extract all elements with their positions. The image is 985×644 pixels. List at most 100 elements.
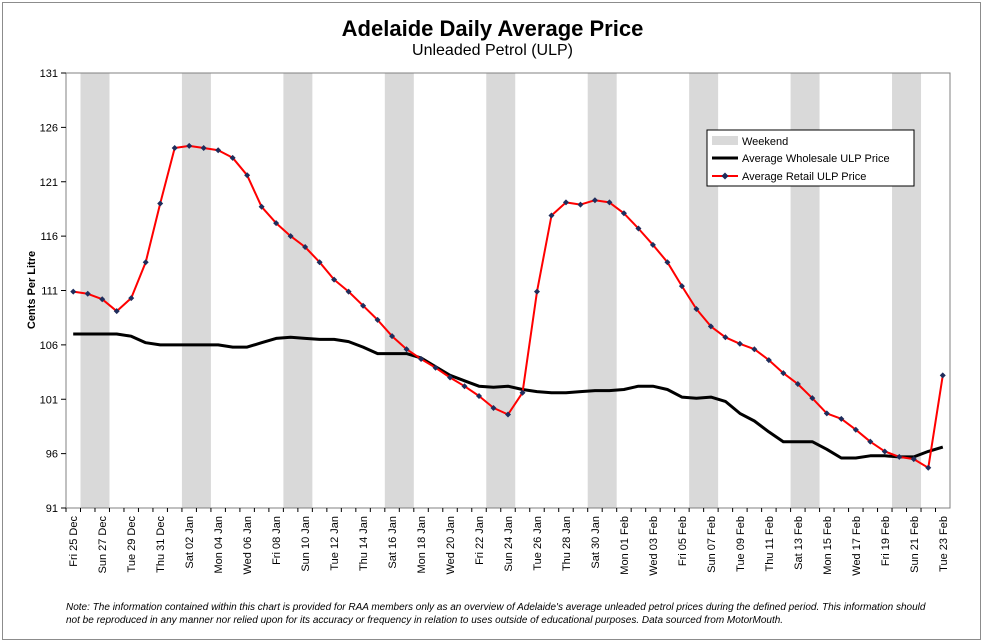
retail-point bbox=[229, 154, 236, 161]
x-tick-label: Sun 10 Jan bbox=[300, 516, 312, 572]
retail-point bbox=[113, 308, 120, 315]
x-tick-label: Sun 21 Feb bbox=[909, 516, 921, 573]
legend-wholesale-label: Average Wholesale ULP Price bbox=[742, 153, 890, 165]
y-tick-label: 96 bbox=[46, 449, 58, 461]
x-tick-label: Fri 08 Jan bbox=[271, 516, 283, 565]
retail-point bbox=[360, 302, 367, 309]
y-tick-label: 106 bbox=[40, 340, 58, 352]
retail-point bbox=[562, 199, 569, 206]
retail-point bbox=[316, 259, 323, 266]
retail-point bbox=[519, 389, 526, 396]
chart-subtitle: Unleaded Petrol (ULP) bbox=[412, 42, 573, 59]
x-tick-label: Thu 28 Jan bbox=[561, 516, 573, 571]
retail-point bbox=[403, 346, 410, 353]
legend: Weekend Average Wholesale ULP Price Aver… bbox=[706, 129, 915, 187]
retail-point bbox=[867, 438, 874, 445]
legend-retail-label: Average Retail ULP Price bbox=[742, 171, 866, 183]
retail-point bbox=[548, 212, 555, 219]
retail-point bbox=[273, 220, 280, 227]
retail-point bbox=[591, 197, 598, 204]
legend-weekend-label: Weekend bbox=[742, 136, 788, 148]
retail-point bbox=[707, 323, 714, 330]
x-tick-label: Sat 02 Jan bbox=[184, 516, 196, 569]
legend-weekend-swatch bbox=[712, 136, 738, 145]
retail-point bbox=[302, 244, 309, 250]
retail-point bbox=[925, 464, 932, 471]
x-tick-label: Mon 04 Jan bbox=[213, 516, 225, 573]
retail-point bbox=[910, 456, 917, 463]
retail-point bbox=[70, 288, 77, 295]
retail-point bbox=[780, 370, 787, 377]
retail-point bbox=[432, 364, 439, 371]
weekend-bands bbox=[80, 73, 922, 508]
retail-point bbox=[577, 201, 584, 208]
retail-point bbox=[84, 290, 91, 297]
x-tick-label: Fri 19 Feb bbox=[880, 516, 892, 566]
retail-point bbox=[142, 259, 149, 266]
retail-point bbox=[664, 259, 671, 266]
retail-point bbox=[99, 296, 106, 303]
retail-point bbox=[374, 316, 381, 323]
x-tick-label: Wed 06 Jan bbox=[242, 516, 254, 575]
retail-point bbox=[447, 374, 454, 381]
retail-point bbox=[215, 147, 222, 154]
retail-point bbox=[606, 199, 613, 206]
retail-point bbox=[331, 276, 338, 283]
x-tick-label: Thu 11 Feb bbox=[764, 516, 776, 571]
y-tick-label: 121 bbox=[40, 177, 58, 189]
retail-point bbox=[620, 210, 627, 217]
retail-point bbox=[635, 225, 642, 232]
retail-point bbox=[200, 145, 207, 152]
retail-point bbox=[157, 200, 164, 207]
weekend-band bbox=[587, 73, 617, 508]
x-tick-label: Thu 31 Dec bbox=[155, 516, 167, 573]
retail-point bbox=[389, 333, 396, 340]
x-tick-label: Fri 22 Jan bbox=[474, 516, 486, 565]
retail-point bbox=[881, 448, 888, 455]
wholesale-line bbox=[73, 332, 944, 460]
chart-title: Adelaide Daily Average Price bbox=[341, 16, 644, 41]
x-tick-label: Sun 07 Feb bbox=[706, 516, 718, 573]
retail-point bbox=[244, 172, 251, 179]
retail-point bbox=[794, 381, 801, 388]
weekend-band bbox=[80, 73, 110, 508]
x-tick-label: Thu 14 Jan bbox=[358, 516, 370, 571]
retail-point bbox=[896, 453, 903, 460]
x-tick-label: Mon 18 Jan bbox=[416, 516, 428, 573]
retail-point bbox=[809, 395, 816, 402]
retail-point bbox=[418, 356, 425, 363]
retail-point bbox=[678, 283, 685, 290]
weekend-band bbox=[283, 73, 313, 508]
retail-point bbox=[823, 410, 830, 417]
x-tick-label: Sat 30 Jan bbox=[590, 516, 602, 569]
retail-point bbox=[128, 295, 135, 302]
retail-point bbox=[649, 241, 656, 248]
retail-point bbox=[476, 392, 483, 399]
series bbox=[70, 142, 946, 471]
weekend-band bbox=[486, 73, 516, 508]
x-tick-label: Sun 24 Jan bbox=[503, 516, 515, 572]
x-tick-label: Wed 17 Feb bbox=[851, 516, 863, 576]
x-tick-label: Tue 26 Jan bbox=[532, 516, 544, 571]
x-tick-label: Fri 25 Dec bbox=[68, 516, 80, 567]
retail-point bbox=[693, 305, 700, 312]
weekend-band bbox=[384, 73, 414, 508]
x-tick-label: Sat 13 Feb bbox=[793, 516, 805, 570]
weekend-band bbox=[181, 73, 211, 508]
y-tick-label: 91 bbox=[46, 503, 58, 515]
retail-point bbox=[490, 404, 497, 411]
retail-point bbox=[852, 426, 859, 433]
x-tick-label: Sat 16 Jan bbox=[387, 516, 399, 569]
y-tick-label: 131 bbox=[40, 68, 58, 80]
retail-point bbox=[838, 415, 845, 422]
x-tick-label: Mon 15 Feb bbox=[822, 516, 834, 575]
x-tick-label: Wed 20 Jan bbox=[445, 516, 457, 575]
x-tick-label: Tue 09 Feb bbox=[735, 516, 747, 572]
retail-point bbox=[171, 145, 178, 152]
retail-point bbox=[287, 233, 294, 240]
y-tick-label: 116 bbox=[40, 231, 58, 243]
retail-point bbox=[533, 288, 540, 295]
y-tick-label: 101 bbox=[40, 394, 58, 406]
axes: 91 96 101 106 111 116 121 126 131 Fri 25 Dec Sun 2… bbox=[40, 68, 951, 576]
